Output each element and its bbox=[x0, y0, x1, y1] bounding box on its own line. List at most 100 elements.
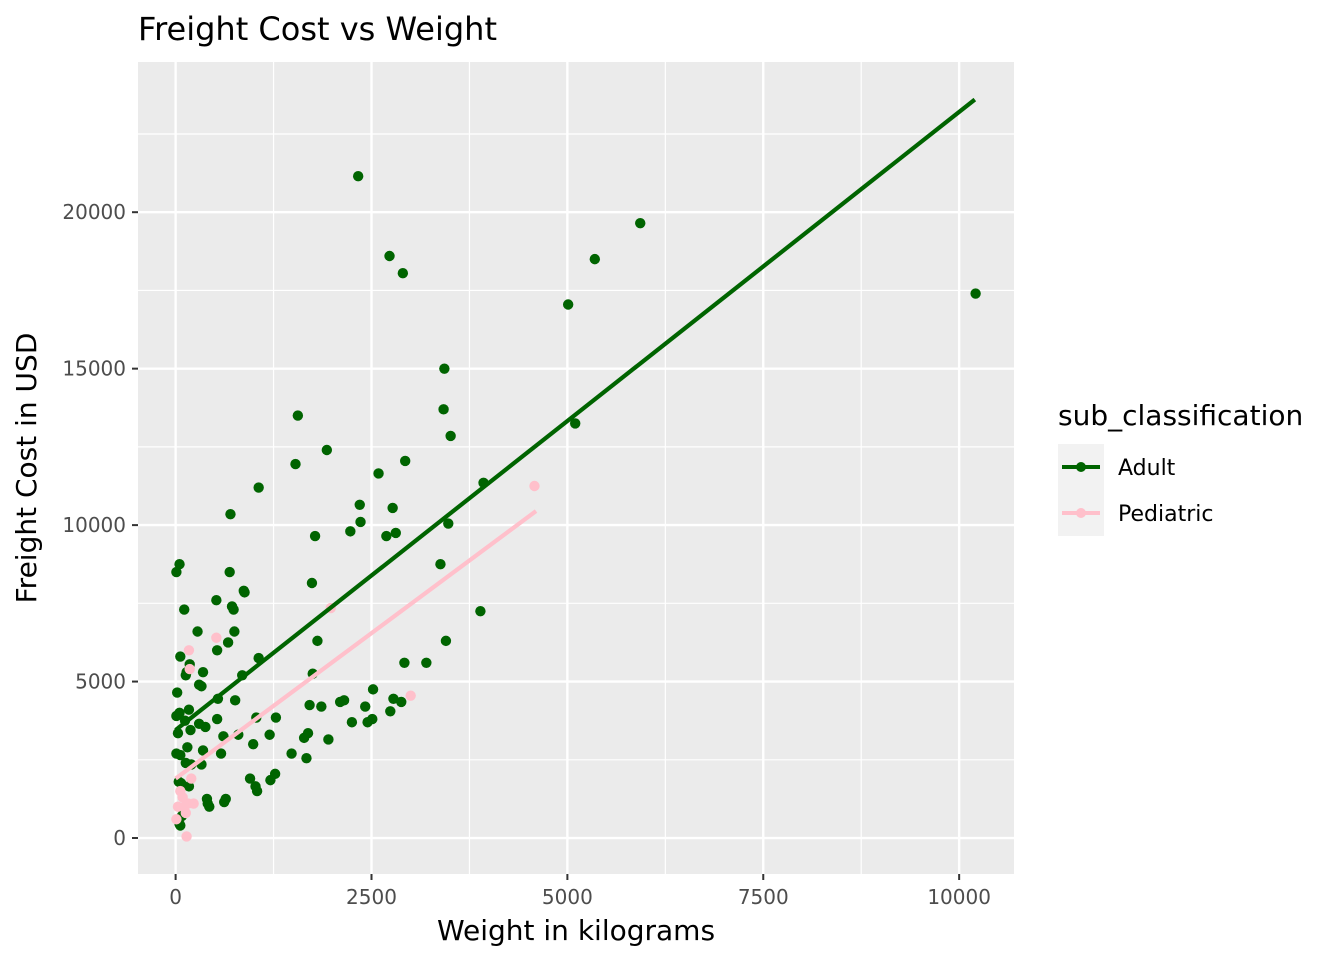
data-point-adult bbox=[175, 749, 186, 761]
data-point-adult bbox=[381, 530, 392, 542]
data-point-adult bbox=[309, 530, 321, 542]
data-point-pediatric bbox=[180, 807, 191, 819]
x-axis-title: Weight in kilograms bbox=[437, 914, 715, 947]
data-point-adult bbox=[435, 559, 446, 570]
y-tick-label: 15000 bbox=[62, 357, 126, 381]
legend-label-adult: Adult bbox=[1118, 456, 1176, 481]
data-point-pediatric bbox=[188, 798, 199, 809]
data-point-adult bbox=[396, 696, 407, 708]
data-point-adult bbox=[251, 785, 263, 797]
data-point-adult bbox=[384, 250, 395, 262]
data-point-adult bbox=[200, 721, 211, 733]
data-point-adult bbox=[244, 773, 256, 784]
data-point-adult bbox=[355, 516, 366, 528]
data-point-adult bbox=[443, 518, 454, 529]
x-tick-label: 10000 bbox=[927, 885, 991, 909]
plot-panel bbox=[138, 62, 1014, 874]
data-point-adult bbox=[192, 626, 203, 637]
data-point-adult bbox=[211, 645, 223, 656]
data-point-adult bbox=[179, 604, 190, 615]
data-point-adult bbox=[360, 701, 371, 712]
grid-lines bbox=[138, 62, 1014, 874]
data-point-adult bbox=[224, 566, 235, 578]
data-point-adult bbox=[445, 430, 456, 442]
data-point-adult bbox=[172, 727, 184, 739]
data-point-adult bbox=[385, 706, 396, 717]
data-point-adult bbox=[321, 444, 333, 456]
data-point-adult bbox=[211, 595, 222, 606]
x-tick-label: 0 bbox=[169, 885, 182, 909]
data-point-adult bbox=[302, 727, 314, 739]
data-point-adult bbox=[220, 793, 231, 805]
x-axis-ticks: 0 2500 5000 7500 10000 bbox=[169, 874, 991, 909]
data-point-adult bbox=[346, 717, 358, 728]
fit-line-pediatric bbox=[174, 509, 538, 781]
y-tick-label: 0 bbox=[113, 826, 126, 850]
data-point-adult bbox=[399, 657, 410, 668]
data-point-adult bbox=[306, 577, 318, 589]
data-point-adult bbox=[229, 695, 241, 706]
data-point-pediatric bbox=[186, 773, 197, 784]
data-point-adult bbox=[247, 738, 259, 750]
data-point-adult bbox=[475, 605, 486, 617]
legend-title: sub_classification bbox=[1058, 399, 1303, 432]
data-point-adult bbox=[225, 508, 236, 520]
data-point-adult bbox=[239, 587, 250, 598]
data-point-adult bbox=[970, 288, 981, 299]
data-point-adult bbox=[290, 458, 301, 470]
chart-title: Freight Cost vs Weight bbox=[138, 10, 497, 48]
y-axis-ticks: 0 5000 10000 15000 20000 bbox=[62, 200, 138, 850]
data-point-pediatric bbox=[181, 831, 192, 842]
data-point-adult bbox=[373, 468, 384, 479]
y-tick-label: 20000 bbox=[62, 200, 126, 224]
data-point-adult bbox=[316, 701, 327, 712]
data-point-pediatric bbox=[529, 480, 540, 492]
data-point-adult bbox=[635, 217, 646, 229]
data-point-adult bbox=[397, 268, 409, 279]
data-point-adult bbox=[204, 801, 215, 812]
data-point-adult bbox=[215, 748, 227, 759]
data-point-pediatric bbox=[211, 632, 222, 643]
legend: sub_classification Adult Pediatric bbox=[1058, 399, 1303, 536]
data-point-adult bbox=[301, 753, 312, 764]
data-point-adult bbox=[292, 410, 304, 421]
data-point-adult bbox=[175, 651, 186, 662]
data-point-adult bbox=[367, 684, 379, 695]
fit-line-adult bbox=[174, 97, 977, 732]
data-point-adult bbox=[399, 455, 411, 467]
data-point-pediatric bbox=[171, 814, 182, 825]
data-point-adult bbox=[352, 171, 364, 182]
data-point-adult bbox=[253, 482, 264, 493]
data-point-adult bbox=[367, 713, 378, 725]
data-point-adult bbox=[197, 666, 209, 678]
data-point-adult bbox=[174, 559, 185, 570]
data-point-adult bbox=[562, 299, 574, 310]
data-point-adult bbox=[229, 626, 240, 637]
legend-label-pediatric: Pediatric bbox=[1118, 502, 1213, 527]
data-point-adult bbox=[570, 418, 581, 429]
data-point-pediatric bbox=[184, 663, 195, 675]
y-tick-label: 5000 bbox=[75, 670, 126, 694]
data-point-adult bbox=[174, 707, 185, 719]
data-point-adult bbox=[345, 526, 356, 537]
data-point-pediatric bbox=[405, 690, 416, 701]
data-point-adult bbox=[421, 657, 432, 668]
data-point-adult bbox=[171, 687, 183, 698]
data-point-adult bbox=[439, 363, 450, 374]
data-point-adult bbox=[196, 681, 207, 692]
data-point-adult bbox=[354, 499, 365, 510]
data-point-adult bbox=[338, 695, 350, 706]
legend-point-adult bbox=[1076, 462, 1086, 472]
x-tick-label: 5000 bbox=[542, 885, 593, 909]
data-point-adult bbox=[304, 699, 315, 711]
data-point-adult bbox=[183, 704, 195, 715]
y-tick-label: 10000 bbox=[62, 513, 126, 537]
fit-lines bbox=[174, 97, 977, 781]
data-point-adult bbox=[286, 748, 297, 759]
data-point-adult bbox=[589, 253, 601, 265]
data-point-adult bbox=[438, 404, 449, 415]
data-point-adult bbox=[171, 566, 182, 578]
data-point-adult bbox=[228, 604, 239, 615]
data-point-pediatric bbox=[183, 645, 195, 656]
data-point-adult bbox=[323, 734, 334, 745]
